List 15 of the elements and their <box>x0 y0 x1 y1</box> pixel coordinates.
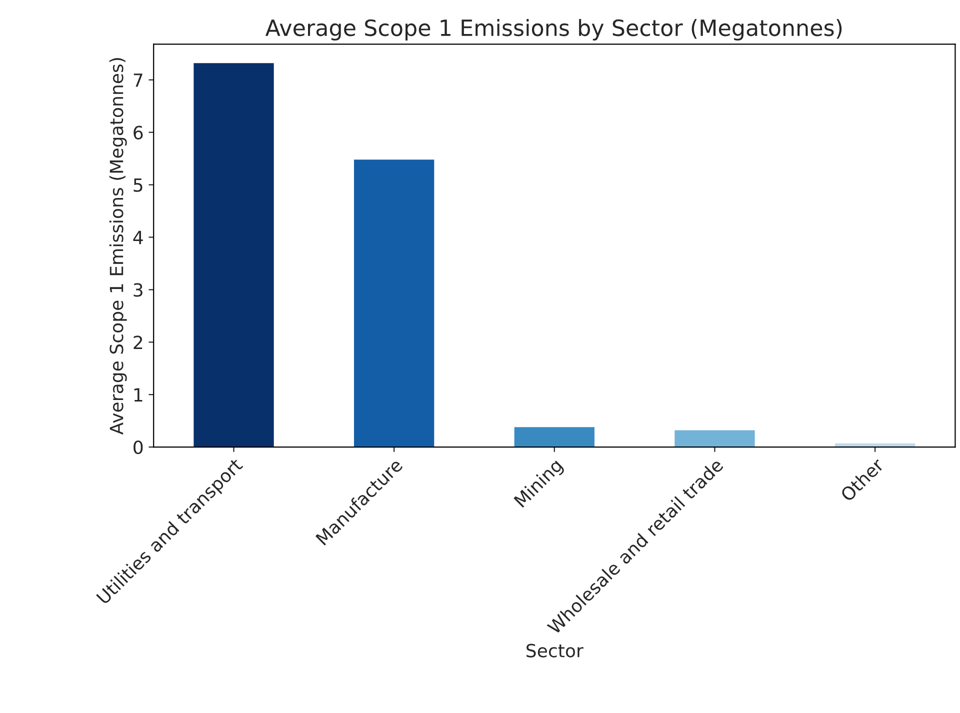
y-tick-label: 6 <box>134 126 143 140</box>
y-tick-label: 4 <box>133 230 143 244</box>
y-tick-label: 1 <box>134 388 142 402</box>
y-tick-label: 3 <box>134 283 142 297</box>
bar <box>514 427 594 448</box>
bar <box>194 63 274 448</box>
bar <box>354 160 434 448</box>
y-tick-label: 0 <box>134 440 143 454</box>
bar <box>674 430 755 448</box>
y-tick-label: 2 <box>134 336 142 350</box>
y-axis-title: Average Scope 1 Emissions (Megatonnes) <box>109 58 127 435</box>
chart-title: Average Scope 1 Emissions by Sector (Megatonnes) <box>265 18 842 40</box>
y-tick-label: 5 <box>134 178 142 192</box>
y-tick-label: 7 <box>134 74 142 87</box>
x-axis-title: Sector <box>526 644 584 658</box>
